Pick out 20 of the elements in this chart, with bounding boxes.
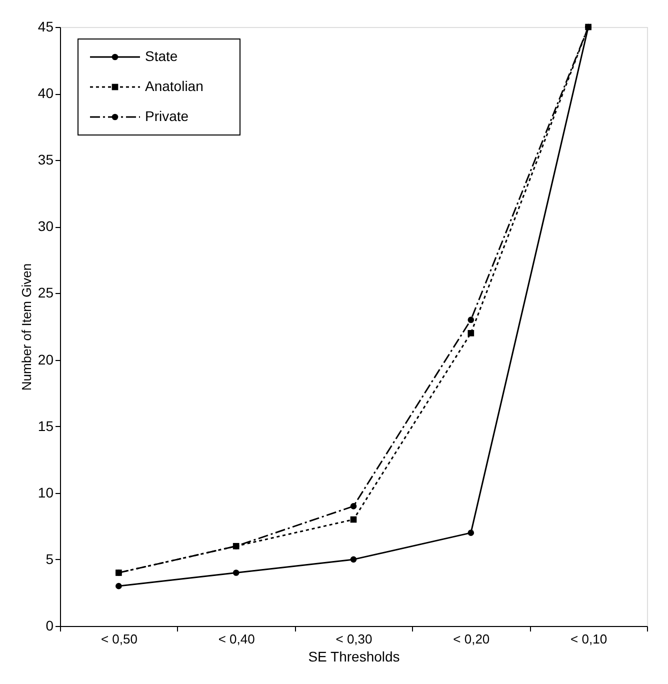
y-tick-label: 15 (38, 418, 54, 434)
x-tick-label: < 0,30 (336, 632, 372, 646)
y-tick-label: 20 (38, 351, 54, 368)
legend-label: State (145, 48, 178, 64)
x-tick-label: < 0,10 (570, 632, 608, 646)
y-tick-label: 5 (46, 550, 54, 567)
y-tick-label: 25 (38, 284, 54, 301)
legend-label: Private (145, 108, 189, 124)
y-tick-label: 45 (38, 18, 54, 34)
y-tick-label: 0 (46, 618, 54, 634)
x-tick-label: < 0,20 (453, 632, 490, 646)
x-axis-title: SE Thresholds (308, 648, 400, 664)
y-tick-label: 10 (38, 484, 54, 500)
y-tick-label: 40 (38, 85, 54, 102)
x-tick-label: < 0,50 (100, 632, 138, 646)
y-tick-label: 35 (38, 152, 54, 168)
x-tick-label: < 0,40 (218, 632, 255, 646)
y-tick-label: 30 (38, 218, 54, 234)
legend-label: Anatolian (145, 78, 204, 94)
y-axis-title: Number of Item Given (18, 263, 34, 391)
